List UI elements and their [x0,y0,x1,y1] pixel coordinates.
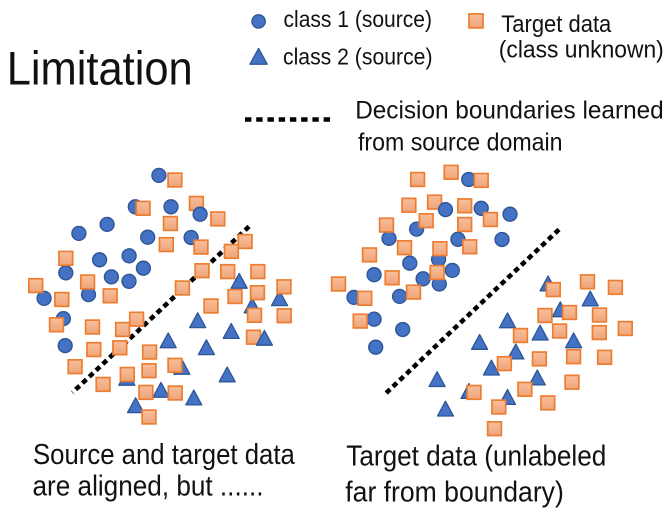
svg-text:Limitation: Limitation [7,42,193,95]
svg-text:Target data: Target data [501,11,611,38]
svg-text:Source and target data: Source and target data [33,439,295,471]
svg-text:(class unknown): (class unknown) [499,37,664,64]
svg-text:are aligned, but ......: are aligned, but ...... [33,471,264,503]
svg-text:class 2 (source): class 2 (source) [283,43,433,69]
svg-text:from source domain: from source domain [358,129,563,157]
svg-text:class 1 (source): class 1 (source) [284,6,433,32]
svg-text:Decision boundaries learned: Decision boundaries learned [355,97,664,125]
svg-text:Target data (unlabeled: Target data (unlabeled [346,440,606,472]
svg-text:far from boundary): far from boundary) [345,476,564,508]
